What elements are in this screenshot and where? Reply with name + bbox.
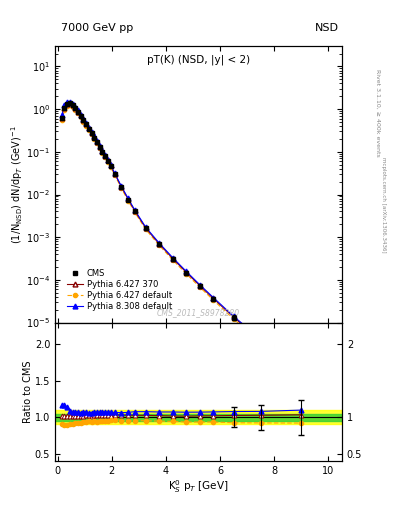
Bar	[55, 410, 342, 424]
Bar	[55, 414, 342, 421]
Text: Rivet 3.1.10, ≥ 400k events: Rivet 3.1.10, ≥ 400k events	[375, 69, 380, 157]
Legend: CMS, Pythia 6.427 370, Pythia 6.427 default, Pythia 8.308 default: CMS, Pythia 6.427 370, Pythia 6.427 defa…	[65, 267, 173, 313]
Y-axis label: (1/N$_{\rm NSD}$) dN/dp$_T$ (GeV)$^{-1}$: (1/N$_{\rm NSD}$) dN/dp$_T$ (GeV)$^{-1}$	[9, 125, 25, 244]
Text: mcplots.cern.ch [arXiv:1306.3436]: mcplots.cern.ch [arXiv:1306.3436]	[381, 157, 386, 252]
Text: pT(K) (NSD, |y| < 2): pT(K) (NSD, |y| < 2)	[147, 54, 250, 65]
Y-axis label: Ratio to CMS: Ratio to CMS	[24, 360, 33, 423]
Text: CMS_2011_S8978280: CMS_2011_S8978280	[157, 308, 240, 317]
Text: 7000 GeV pp: 7000 GeV pp	[61, 23, 133, 33]
Text: NSD: NSD	[315, 23, 339, 33]
X-axis label: K$^0_S$ p$_T$ [GeV]: K$^0_S$ p$_T$ [GeV]	[168, 478, 229, 495]
